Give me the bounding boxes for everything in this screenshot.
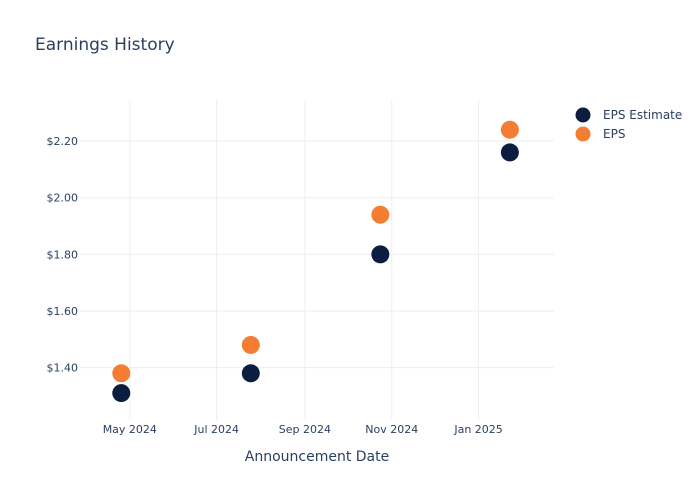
legend-label[interactable]: EPS	[603, 127, 625, 141]
y-tick-label: $2.20	[47, 135, 79, 148]
x-tick-label: Sep 2024	[279, 423, 331, 436]
y-tick-label: $1.40	[47, 362, 79, 375]
eps-point[interactable]	[500, 120, 519, 139]
legend: EPS Estimate EPS	[575, 107, 682, 142]
chart-title: Earnings History	[35, 35, 175, 55]
eps-point[interactable]	[371, 205, 390, 224]
x-axis-title: Announcement Date	[245, 449, 389, 465]
eps-point[interactable]	[112, 364, 131, 383]
eps-estimate-point[interactable]	[500, 143, 519, 162]
eps-estimate-point[interactable]	[371, 245, 390, 264]
x-tick-label: Jul 2024	[193, 423, 239, 436]
point-layer	[112, 120, 519, 403]
y-tick-label: $1.80	[47, 248, 79, 261]
grid-layer	[80, 100, 554, 420]
eps-estimate-point[interactable]	[112, 384, 131, 403]
legend-marker[interactable]	[575, 126, 591, 142]
legend-marker[interactable]	[575, 107, 591, 123]
x-tick-label: Nov 2024	[365, 423, 418, 436]
x-tick-label: Jan 2025	[453, 423, 502, 436]
y-tick-label: $1.60	[47, 305, 79, 318]
legend-label[interactable]: EPS Estimate	[603, 108, 682, 122]
tick-layer: $1.40 $1.60 $1.80 $2.00 $2.20 May 2024 Jul 202…	[47, 135, 503, 436]
y-tick-label: $2.00	[47, 192, 79, 205]
eps-estimate-point[interactable]	[241, 364, 260, 383]
eps-point[interactable]	[241, 335, 260, 354]
x-tick-label: May 2024	[103, 423, 157, 436]
